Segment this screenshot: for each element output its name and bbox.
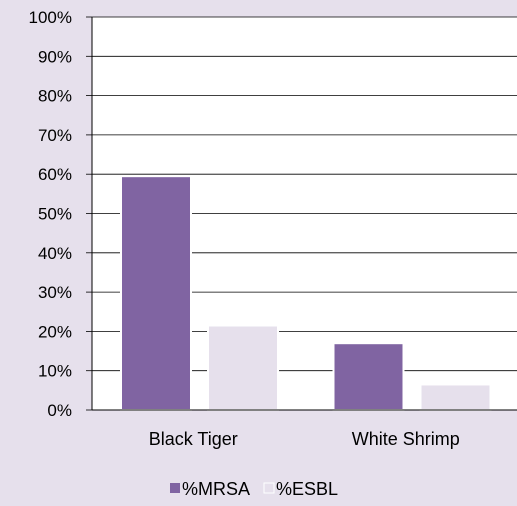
y-tick-label: 0% — [47, 401, 72, 420]
legend: %MRSA %ESBL — [170, 479, 338, 499]
y-tick-label: 10% — [38, 362, 72, 381]
legend-label-mrsa: %MRSA — [182, 479, 250, 499]
bar-mrsa-0 — [120, 175, 192, 411]
y-tick-label: 90% — [38, 47, 72, 66]
axes — [91, 17, 517, 411]
bar-mrsa-1 — [332, 342, 405, 411]
bar-esbl-1 — [419, 383, 492, 411]
y-tick-label: 40% — [38, 244, 72, 263]
x-axis-ticks: Black Tiger White Shrimp — [149, 429, 460, 449]
legend-swatch-mrsa — [170, 483, 180, 493]
y-tick-label: 20% — [38, 322, 72, 341]
y-tick-label: 60% — [38, 165, 72, 184]
y-tick-label: 30% — [38, 283, 72, 302]
legend-label-esbl: %ESBL — [276, 479, 338, 499]
y-tick-label: 70% — [38, 126, 72, 145]
y-axis-ticks: 0% 10% 20% 30% 40% 50% 60% 70% 80% 90% 100% — [29, 8, 92, 420]
bar-esbl-0 — [207, 324, 279, 412]
x-tick-label: White Shrimp — [352, 429, 460, 449]
y-tick-label: 100% — [29, 8, 72, 27]
y-tick-label: 80% — [38, 87, 72, 106]
y-tick-label: 50% — [38, 205, 72, 224]
legend-swatch-esbl — [263, 482, 275, 494]
x-tick-label: Black Tiger — [149, 429, 238, 449]
